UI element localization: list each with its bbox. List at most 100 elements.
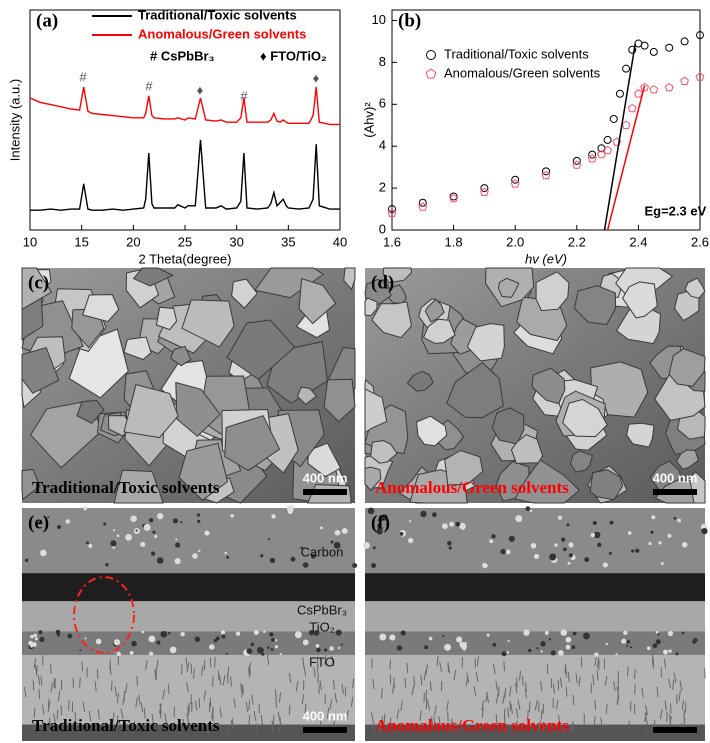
column (253, 710, 257, 722)
grain (226, 319, 296, 380)
particle (56, 524, 62, 530)
legend-note: # CsPbBr₃ (150, 48, 215, 63)
column (350, 696, 354, 707)
particle (459, 522, 466, 530)
layer-label: TiO₂ (309, 619, 335, 634)
panel-label: (b) (398, 10, 421, 31)
particle (560, 629, 567, 636)
column (96, 669, 99, 680)
particle (37, 521, 41, 525)
particle (444, 643, 452, 651)
particle (302, 639, 309, 646)
legend-note: ♦ FTO/TiO₂ (260, 48, 327, 63)
particle (168, 631, 171, 635)
column (645, 722, 648, 733)
grain (123, 383, 179, 439)
column (57, 690, 61, 702)
particle (130, 515, 137, 522)
particle (175, 542, 181, 548)
grain (364, 388, 388, 434)
column (681, 699, 685, 711)
grain (510, 434, 544, 464)
marker (665, 43, 674, 52)
particle (482, 562, 488, 569)
particle (230, 514, 234, 518)
column (278, 692, 282, 703)
column (109, 665, 112, 676)
particle (270, 648, 274, 652)
column (669, 715, 672, 727)
particle (648, 541, 652, 546)
particle (376, 528, 383, 535)
particle (441, 523, 448, 530)
column (398, 723, 401, 734)
particle (409, 520, 412, 523)
particle (461, 643, 467, 650)
column (185, 657, 188, 668)
column (420, 675, 423, 686)
grain (497, 277, 520, 298)
particle (650, 530, 654, 534)
marker (388, 205, 396, 214)
column (389, 659, 392, 670)
column (201, 665, 204, 676)
particle (110, 540, 117, 547)
marker (695, 72, 705, 81)
x-tick-label: 35 (281, 234, 295, 249)
column (466, 672, 470, 683)
column (151, 713, 154, 725)
marker (480, 184, 489, 193)
layer (365, 573, 705, 602)
particle (160, 630, 168, 638)
column (419, 710, 422, 721)
particle (113, 529, 116, 532)
column (447, 663, 451, 674)
column (504, 687, 507, 698)
column (525, 681, 527, 692)
particle (169, 646, 177, 654)
particle (194, 636, 201, 642)
column (473, 686, 477, 697)
particle (39, 636, 45, 643)
particle (667, 630, 674, 637)
plot-frame (391, 9, 701, 231)
column (406, 663, 409, 674)
particle (275, 639, 278, 642)
particle (220, 630, 226, 635)
column (704, 668, 706, 679)
particle (149, 517, 154, 523)
particle (623, 630, 628, 636)
column (120, 708, 124, 719)
column (114, 686, 117, 697)
particle (608, 551, 612, 555)
column (495, 680, 498, 692)
particle (448, 546, 452, 550)
grain (224, 415, 281, 472)
grain (175, 381, 221, 437)
column (377, 722, 380, 734)
particle (279, 652, 282, 656)
particle (629, 646, 633, 649)
y-tick-label: 2 (379, 180, 386, 195)
particle (566, 523, 570, 527)
column (641, 687, 644, 698)
grain (371, 301, 413, 339)
particle (204, 530, 210, 536)
particle (256, 646, 264, 654)
fit-line (603, 43, 637, 231)
particle (540, 641, 546, 647)
marker (542, 167, 550, 176)
particle (267, 538, 270, 541)
annotation: Eg=2.3 eV (644, 203, 706, 218)
x-tick-label: 40 (333, 234, 347, 249)
particle (593, 531, 601, 539)
particle (489, 539, 494, 544)
x-axis-label: hv (eV) (525, 251, 567, 266)
column (331, 655, 335, 667)
column (425, 698, 428, 709)
particle (337, 646, 341, 650)
column (381, 688, 383, 699)
grain (155, 306, 178, 331)
column (192, 668, 195, 679)
column (592, 674, 595, 686)
